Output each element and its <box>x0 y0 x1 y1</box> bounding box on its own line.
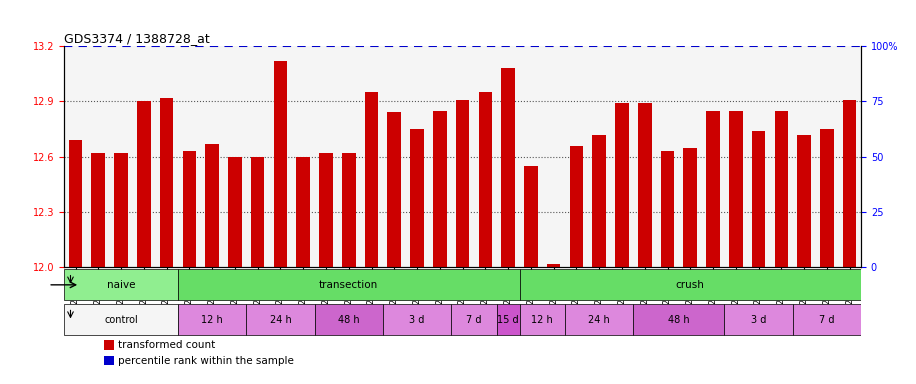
Text: 3 d: 3 d <box>409 314 425 324</box>
Bar <box>387 113 401 267</box>
Bar <box>319 153 333 267</box>
Text: 24 h: 24 h <box>269 314 291 324</box>
Bar <box>593 135 606 267</box>
Bar <box>410 129 424 267</box>
Text: 7 d: 7 d <box>819 314 834 324</box>
Text: 15 d: 15 d <box>497 314 519 324</box>
Bar <box>342 153 355 267</box>
Bar <box>114 153 128 267</box>
Bar <box>524 166 538 267</box>
Text: crush: crush <box>676 280 704 290</box>
FancyBboxPatch shape <box>64 269 178 301</box>
FancyBboxPatch shape <box>633 304 725 335</box>
FancyBboxPatch shape <box>64 304 178 335</box>
FancyBboxPatch shape <box>178 269 519 301</box>
Bar <box>433 111 447 267</box>
Text: percentile rank within the sample: percentile rank within the sample <box>118 356 294 366</box>
Text: control: control <box>104 314 138 324</box>
Bar <box>228 157 242 267</box>
Bar <box>797 135 811 267</box>
Text: GDS3374 / 1388728_at: GDS3374 / 1388728_at <box>64 32 210 45</box>
Bar <box>456 99 469 267</box>
Text: 7 d: 7 d <box>466 314 482 324</box>
Bar <box>182 151 196 267</box>
FancyBboxPatch shape <box>452 304 496 335</box>
FancyBboxPatch shape <box>519 304 565 335</box>
Bar <box>729 111 743 267</box>
Bar <box>752 131 766 267</box>
Text: naive: naive <box>107 280 136 290</box>
Bar <box>616 103 628 267</box>
FancyBboxPatch shape <box>178 304 246 335</box>
FancyBboxPatch shape <box>725 304 792 335</box>
Bar <box>251 157 265 267</box>
FancyBboxPatch shape <box>314 304 383 335</box>
Bar <box>205 144 219 267</box>
FancyBboxPatch shape <box>519 269 861 301</box>
Bar <box>137 101 150 267</box>
Bar <box>638 103 651 267</box>
FancyBboxPatch shape <box>383 304 452 335</box>
Bar <box>274 61 288 267</box>
Bar <box>478 92 492 267</box>
Text: transection: transection <box>319 280 378 290</box>
Bar <box>775 111 788 267</box>
Bar <box>843 99 856 267</box>
Text: 48 h: 48 h <box>338 314 360 324</box>
Text: 48 h: 48 h <box>668 314 690 324</box>
Bar <box>820 129 834 267</box>
Bar <box>501 68 515 267</box>
Bar <box>159 98 173 267</box>
Text: transformed count: transformed count <box>118 340 215 350</box>
Text: 12 h: 12 h <box>531 314 553 324</box>
FancyBboxPatch shape <box>565 304 633 335</box>
Bar <box>104 340 114 350</box>
Bar <box>683 147 697 267</box>
FancyBboxPatch shape <box>496 304 519 335</box>
Bar <box>570 146 583 267</box>
Bar <box>92 153 105 267</box>
Text: 24 h: 24 h <box>588 314 610 324</box>
FancyBboxPatch shape <box>246 304 314 335</box>
FancyBboxPatch shape <box>792 304 861 335</box>
Bar <box>297 157 310 267</box>
Bar <box>706 111 720 267</box>
Bar <box>104 356 114 366</box>
Bar <box>69 140 82 267</box>
Bar <box>365 92 378 267</box>
Text: 3 d: 3 d <box>751 314 767 324</box>
Bar <box>660 151 674 267</box>
Text: 12 h: 12 h <box>202 314 223 324</box>
Bar <box>547 264 561 267</box>
